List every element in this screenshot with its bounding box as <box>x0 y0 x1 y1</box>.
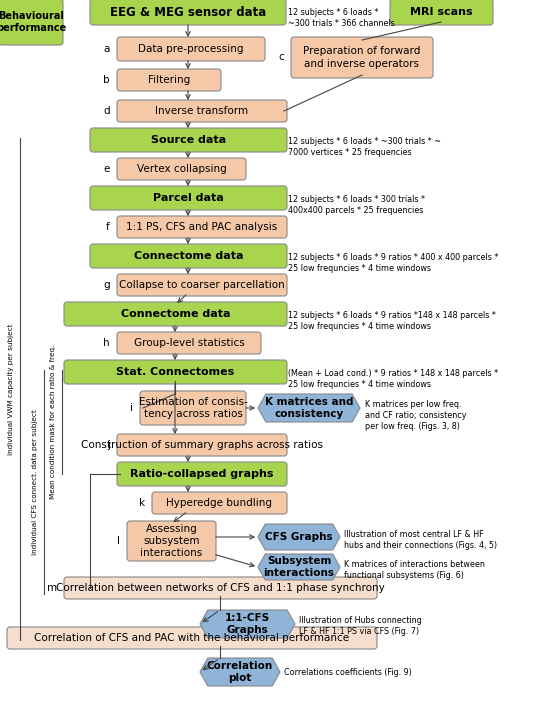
Text: Correlation of CFS and PAC with the behavioral performance: Correlation of CFS and PAC with the beha… <box>34 633 350 643</box>
FancyBboxPatch shape <box>0 0 63 45</box>
Text: K matrices of interactions between
functional subsystems (Fig. 6): K matrices of interactions between funct… <box>344 560 485 580</box>
Text: h: h <box>103 338 110 348</box>
FancyBboxPatch shape <box>90 128 287 152</box>
Text: Correlation
plot: Correlation plot <box>207 661 273 684</box>
FancyBboxPatch shape <box>291 37 433 78</box>
Text: Correlations coefficients (Fig. 9): Correlations coefficients (Fig. 9) <box>284 668 412 677</box>
Text: (Mean + Load cond.) * 9 ratios * 148 x 148 parcels *
25 low frequncies * 4 time : (Mean + Load cond.) * 9 ratios * 148 x 1… <box>288 369 498 389</box>
Text: Ratio-collapsed graphs: Ratio-collapsed graphs <box>130 469 274 479</box>
Text: Individual CFS connect. data per subject: Individual CFS connect. data per subject <box>32 409 38 555</box>
Text: d: d <box>103 106 110 116</box>
Text: Group-level statistics: Group-level statistics <box>133 338 244 348</box>
Polygon shape <box>200 610 295 638</box>
Text: c: c <box>278 52 284 62</box>
Text: m: m <box>47 583 57 593</box>
Text: Individual VWM capacity per subject: Individual VWM capacity per subject <box>8 323 14 455</box>
Text: Assessing
subsystem
interactions: Assessing subsystem interactions <box>140 523 203 558</box>
Text: Inverse transform: Inverse transform <box>155 106 249 116</box>
Text: Data pre-processing: Data pre-processing <box>138 44 244 54</box>
Text: Vertex collapsing: Vertex collapsing <box>137 164 226 174</box>
Text: Behavioural
performance: Behavioural performance <box>0 11 66 33</box>
FancyBboxPatch shape <box>117 158 246 180</box>
Text: j: j <box>107 440 110 450</box>
Text: i: i <box>130 403 133 413</box>
Text: b: b <box>103 75 110 85</box>
Text: k: k <box>139 498 145 508</box>
Text: Construction of summary graphs across ratios: Construction of summary graphs across ra… <box>81 440 323 450</box>
Text: Hyperedge bundling: Hyperedge bundling <box>166 498 273 508</box>
Polygon shape <box>258 524 340 550</box>
FancyBboxPatch shape <box>64 302 287 326</box>
Text: Connectome data: Connectome data <box>121 309 230 319</box>
FancyBboxPatch shape <box>390 0 493 25</box>
Text: 12 subjects * 6 loads * 9 ratios *148 x 148 parcels *
25 low frequncies * 4 time: 12 subjects * 6 loads * 9 ratios *148 x … <box>288 311 496 331</box>
FancyBboxPatch shape <box>117 216 287 238</box>
Text: 12 subjects * 6 loads * 300 trials *
400x400 parcels * 25 frequencies: 12 subjects * 6 loads * 300 trials * 400… <box>288 195 425 215</box>
Text: 12 subjects * 6 loads *
~300 trials * 366 channels: 12 subjects * 6 loads * ~300 trials * 36… <box>288 8 395 28</box>
FancyBboxPatch shape <box>90 0 286 25</box>
FancyBboxPatch shape <box>64 577 377 599</box>
Text: Correlation between networks of CFS and 1:1 phase synchrony: Correlation between networks of CFS and … <box>56 583 385 593</box>
FancyBboxPatch shape <box>117 274 287 296</box>
FancyBboxPatch shape <box>7 627 377 649</box>
Text: Connectome data: Connectome data <box>134 251 243 261</box>
Text: CFS Graphs: CFS Graphs <box>265 532 333 542</box>
Text: a: a <box>104 44 110 54</box>
Text: K matrices per low freq.
and CF ratio; consistency
per low freq. (Figs. 3, 8): K matrices per low freq. and CF ratio; c… <box>365 400 466 431</box>
FancyBboxPatch shape <box>117 332 261 354</box>
Text: f: f <box>106 222 110 232</box>
Text: 1:1-CFS
Graphs: 1:1-CFS Graphs <box>225 613 270 635</box>
FancyBboxPatch shape <box>140 391 246 425</box>
Text: Parcel data: Parcel data <box>153 193 224 203</box>
Polygon shape <box>200 658 280 686</box>
FancyBboxPatch shape <box>152 492 287 514</box>
Text: 12 subjects * 6 loads * ~300 trials * ~
7000 vertices * 25 frequencies: 12 subjects * 6 loads * ~300 trials * ~ … <box>288 137 441 157</box>
Text: Preparation of forward
and inverse operators: Preparation of forward and inverse opera… <box>303 46 421 69</box>
Text: Illustration of Hubs connecting
LF & HF 1:1 PS via CFS (Fig. 7): Illustration of Hubs connecting LF & HF … <box>299 616 422 636</box>
FancyBboxPatch shape <box>127 521 216 561</box>
Polygon shape <box>258 394 360 422</box>
Text: Source data: Source data <box>151 135 226 145</box>
Text: Illustration of most central LF & HF
hubs and their connections (Figs. 4, 5): Illustration of most central LF & HF hub… <box>344 530 497 550</box>
FancyBboxPatch shape <box>117 434 287 456</box>
FancyBboxPatch shape <box>117 69 221 91</box>
Text: g: g <box>103 280 110 290</box>
Text: 1:1 PS, CFS and PAC analysis: 1:1 PS, CFS and PAC analysis <box>126 222 278 232</box>
Polygon shape <box>258 554 340 580</box>
FancyBboxPatch shape <box>64 360 287 384</box>
FancyBboxPatch shape <box>117 462 287 486</box>
Text: Subsystem
interactions: Subsystem interactions <box>264 556 335 578</box>
Text: K matrices and
consistency: K matrices and consistency <box>265 397 353 419</box>
Text: EEG & MEG sensor data: EEG & MEG sensor data <box>110 6 266 19</box>
Text: Mean condition mask for each ratio & freq.: Mean condition mask for each ratio & fre… <box>50 345 56 499</box>
Text: Stat. Connectomes: Stat. Connectomes <box>116 367 235 377</box>
Text: Estimation of consis-
tency across ratios: Estimation of consis- tency across ratio… <box>139 397 247 419</box>
FancyBboxPatch shape <box>90 244 287 268</box>
Text: l: l <box>117 536 120 546</box>
Text: Filtering: Filtering <box>148 75 190 85</box>
Text: Collapse to coarser parcellation: Collapse to coarser parcellation <box>119 280 285 290</box>
FancyBboxPatch shape <box>117 37 265 61</box>
Text: 12 subjects * 6 loads * 9 ratios * 400 x 400 parcels *
25 low frequncies * 4 tim: 12 subjects * 6 loads * 9 ratios * 400 x… <box>288 253 498 273</box>
FancyBboxPatch shape <box>117 100 287 122</box>
FancyBboxPatch shape <box>90 186 287 210</box>
Text: MRI scans: MRI scans <box>410 7 473 17</box>
Text: e: e <box>104 164 110 174</box>
